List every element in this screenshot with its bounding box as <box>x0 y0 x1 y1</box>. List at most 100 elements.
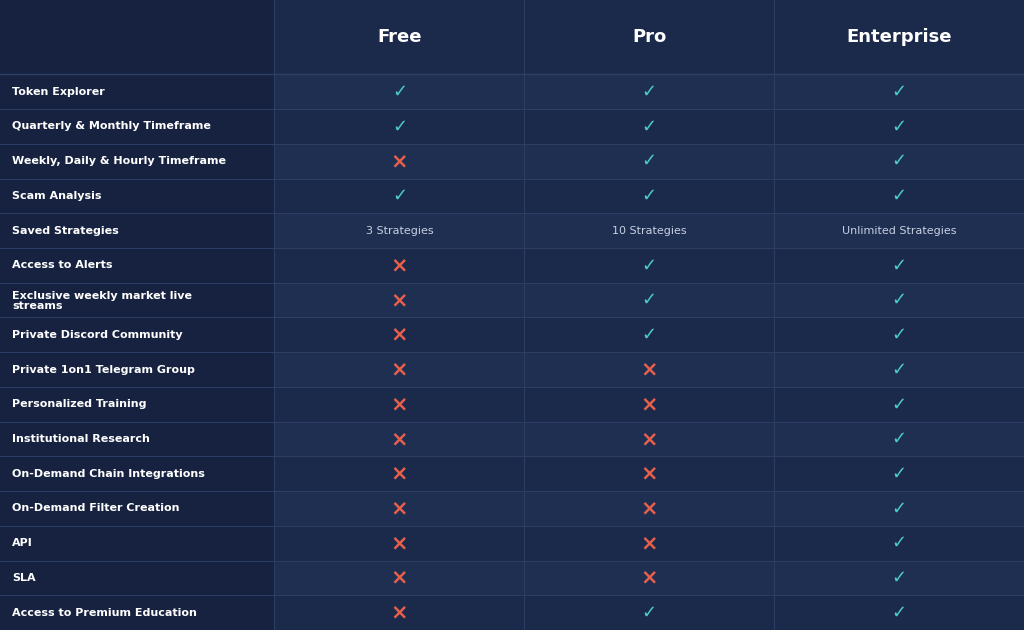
Text: Free: Free <box>377 28 422 46</box>
Text: ✓: ✓ <box>892 465 906 483</box>
Text: Private Discord Community: Private Discord Community <box>12 330 182 340</box>
FancyBboxPatch shape <box>524 526 774 561</box>
Text: ×: × <box>390 464 409 484</box>
Text: Unlimited Strategies: Unlimited Strategies <box>842 226 956 236</box>
Text: ×: × <box>390 290 409 310</box>
Text: ×: × <box>390 325 409 345</box>
Text: ×: × <box>640 464 658 484</box>
Text: Access to Premium Education: Access to Premium Education <box>12 608 197 617</box>
FancyBboxPatch shape <box>524 144 774 178</box>
FancyBboxPatch shape <box>774 283 1024 318</box>
Text: Exclusive weekly market live: Exclusive weekly market live <box>12 290 193 301</box>
Text: ×: × <box>390 533 409 553</box>
Text: ✓: ✓ <box>892 569 906 587</box>
Text: Enterprise: Enterprise <box>846 28 952 46</box>
Text: ×: × <box>640 498 658 518</box>
Text: Pro: Pro <box>632 28 667 46</box>
FancyBboxPatch shape <box>524 352 774 387</box>
Text: ✓: ✓ <box>892 500 906 517</box>
FancyBboxPatch shape <box>274 248 524 283</box>
Text: ✓: ✓ <box>392 117 407 135</box>
FancyBboxPatch shape <box>274 456 524 491</box>
FancyBboxPatch shape <box>524 283 774 318</box>
Text: ✓: ✓ <box>892 534 906 552</box>
FancyBboxPatch shape <box>524 248 774 283</box>
FancyBboxPatch shape <box>774 74 1024 109</box>
Text: Scam Analysis: Scam Analysis <box>12 191 101 201</box>
Text: Private 1on1 Telegram Group: Private 1on1 Telegram Group <box>12 365 195 374</box>
FancyBboxPatch shape <box>0 213 274 248</box>
FancyBboxPatch shape <box>274 526 524 561</box>
FancyBboxPatch shape <box>0 526 274 561</box>
FancyBboxPatch shape <box>274 144 524 178</box>
Text: ✓: ✓ <box>892 83 906 101</box>
Text: ✓: ✓ <box>392 187 407 205</box>
FancyBboxPatch shape <box>524 387 774 421</box>
Text: 10 Strategies: 10 Strategies <box>612 226 686 236</box>
Text: Weekly, Daily & Hourly Timeframe: Weekly, Daily & Hourly Timeframe <box>12 156 226 166</box>
FancyBboxPatch shape <box>774 352 1024 387</box>
Text: Institutional Research: Institutional Research <box>12 434 150 444</box>
Text: ✓: ✓ <box>892 152 906 170</box>
FancyBboxPatch shape <box>524 213 774 248</box>
FancyBboxPatch shape <box>524 456 774 491</box>
FancyBboxPatch shape <box>0 491 274 526</box>
FancyBboxPatch shape <box>274 561 524 595</box>
Text: 3 Strategies: 3 Strategies <box>366 226 433 236</box>
FancyBboxPatch shape <box>274 178 524 213</box>
FancyBboxPatch shape <box>274 387 524 421</box>
Text: ✓: ✓ <box>892 256 906 274</box>
FancyBboxPatch shape <box>274 109 524 144</box>
FancyBboxPatch shape <box>0 595 274 630</box>
Text: Quarterly & Monthly Timeframe: Quarterly & Monthly Timeframe <box>12 122 211 132</box>
FancyBboxPatch shape <box>524 0 774 74</box>
FancyBboxPatch shape <box>524 318 774 352</box>
FancyBboxPatch shape <box>774 595 1024 630</box>
Text: ×: × <box>390 429 409 449</box>
Text: On-Demand Filter Creation: On-Demand Filter Creation <box>12 503 179 513</box>
FancyBboxPatch shape <box>274 352 524 387</box>
Text: ×: × <box>390 394 409 415</box>
FancyBboxPatch shape <box>774 456 1024 491</box>
Text: ✓: ✓ <box>892 604 906 622</box>
FancyBboxPatch shape <box>274 283 524 318</box>
Text: ✓: ✓ <box>892 395 906 413</box>
FancyBboxPatch shape <box>774 0 1024 74</box>
FancyBboxPatch shape <box>774 213 1024 248</box>
Text: ×: × <box>390 360 409 379</box>
FancyBboxPatch shape <box>274 0 524 74</box>
FancyBboxPatch shape <box>0 421 274 456</box>
Text: ×: × <box>390 255 409 275</box>
FancyBboxPatch shape <box>774 561 1024 595</box>
Text: ✓: ✓ <box>642 152 656 170</box>
FancyBboxPatch shape <box>524 421 774 456</box>
Text: ×: × <box>640 360 658 379</box>
Text: ×: × <box>390 568 409 588</box>
FancyBboxPatch shape <box>774 248 1024 283</box>
Text: Saved Strategies: Saved Strategies <box>12 226 119 236</box>
FancyBboxPatch shape <box>274 213 524 248</box>
Text: ×: × <box>390 151 409 171</box>
FancyBboxPatch shape <box>774 144 1024 178</box>
FancyBboxPatch shape <box>0 144 274 178</box>
FancyBboxPatch shape <box>0 561 274 595</box>
Text: ✓: ✓ <box>392 83 407 101</box>
Text: ✓: ✓ <box>892 430 906 448</box>
Text: API: API <box>12 538 33 548</box>
Text: SLA: SLA <box>12 573 36 583</box>
Text: ×: × <box>390 603 409 622</box>
Text: Token Explorer: Token Explorer <box>12 87 104 96</box>
FancyBboxPatch shape <box>274 421 524 456</box>
FancyBboxPatch shape <box>524 74 774 109</box>
FancyBboxPatch shape <box>524 561 774 595</box>
Text: ✓: ✓ <box>642 604 656 622</box>
FancyBboxPatch shape <box>0 0 274 74</box>
FancyBboxPatch shape <box>0 109 274 144</box>
Text: ✓: ✓ <box>642 117 656 135</box>
Text: streams: streams <box>12 301 62 311</box>
Text: ✓: ✓ <box>642 291 656 309</box>
FancyBboxPatch shape <box>0 283 274 318</box>
FancyBboxPatch shape <box>524 178 774 213</box>
Text: ✓: ✓ <box>642 187 656 205</box>
Text: Personalized Training: Personalized Training <box>12 399 146 410</box>
